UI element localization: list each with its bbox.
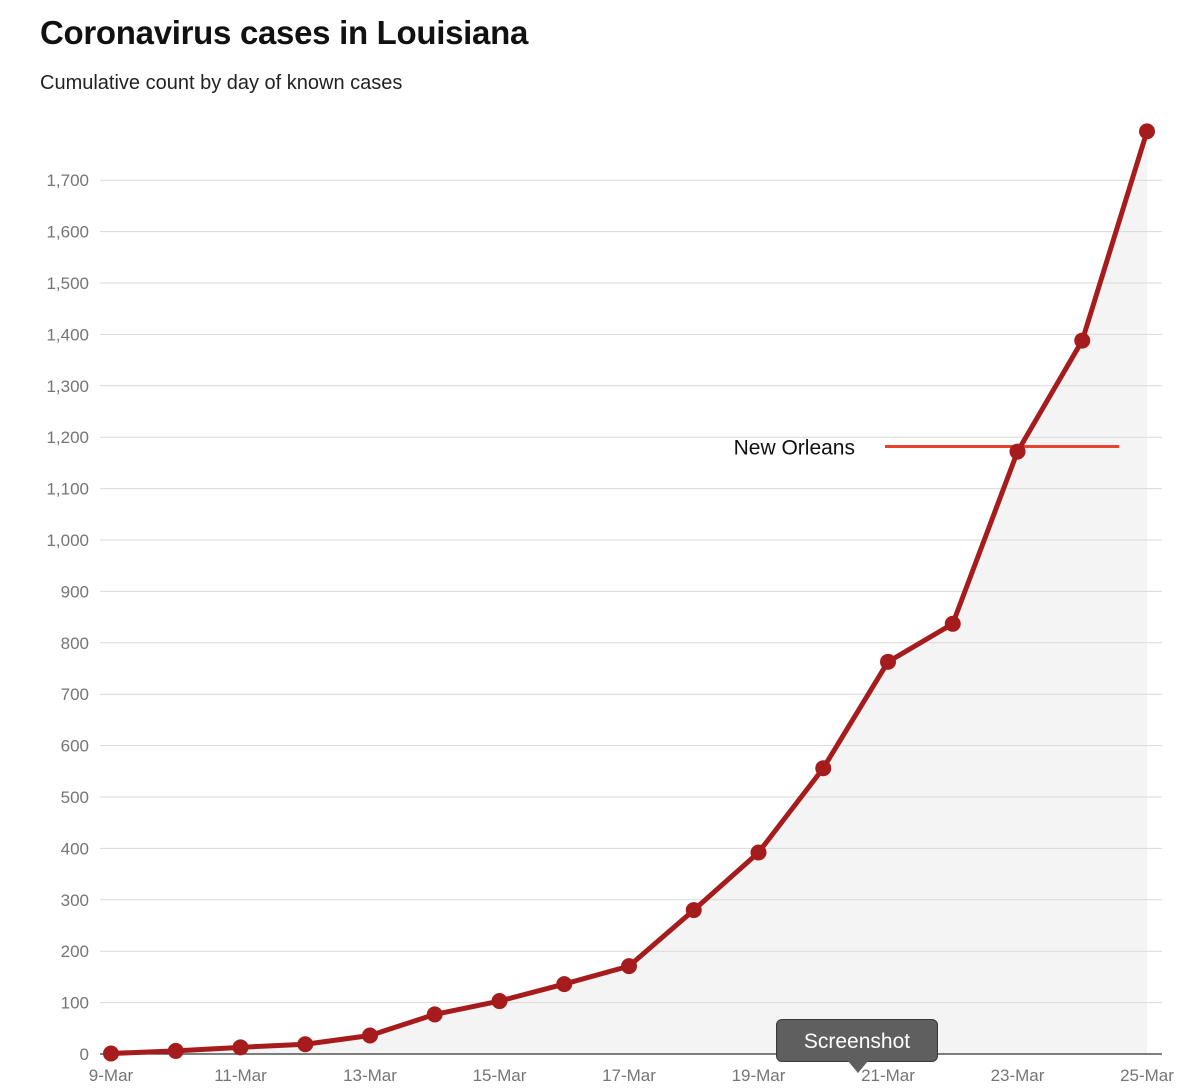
chart-title: Coronavirus cases in Louisiana [40, 14, 528, 51]
y-tick-label: 300 [61, 891, 89, 910]
data-point [815, 760, 832, 777]
y-tick-label: 600 [61, 737, 89, 756]
y-tick-label: 1,100 [46, 480, 89, 499]
data-point [297, 1036, 314, 1053]
y-tick-label: 1,300 [46, 377, 89, 396]
x-tick-label: 11-Mar [214, 1066, 267, 1085]
y-tick-label: 0 [80, 1045, 89, 1064]
x-tick-label: 25-Mar [1120, 1066, 1174, 1085]
data-point [556, 976, 573, 993]
data-point [750, 844, 767, 861]
data-point [167, 1042, 184, 1059]
area-fill [111, 131, 1147, 1054]
screenshot-tooltip: Screenshot [776, 1019, 938, 1062]
y-tick-label: 100 [61, 994, 89, 1013]
data-point [621, 958, 637, 975]
data-point [491, 993, 508, 1010]
y-tick-label: 200 [61, 942, 89, 961]
data-point [103, 1045, 119, 1062]
x-tick-label: 23-Mar [991, 1066, 1045, 1085]
chart-subtitle: Cumulative count by day of known cases [40, 72, 403, 94]
data-point [1009, 443, 1026, 460]
y-tick-label: 1,500 [46, 274, 89, 293]
data-point [685, 902, 702, 919]
data-point [362, 1027, 378, 1044]
data-point [880, 653, 896, 670]
data-point [944, 615, 961, 632]
y-tick-label: 700 [61, 685, 89, 704]
y-tick-label: 1,700 [46, 171, 89, 190]
data-point [426, 1006, 443, 1023]
y-tick-label: 900 [61, 582, 89, 601]
y-tick-label: 1,200 [46, 428, 89, 447]
y-tick-label: 1,400 [46, 325, 89, 344]
tooltip-arrow-icon [848, 1061, 868, 1073]
annotation-label: New Orleans [734, 436, 855, 459]
data-point [232, 1039, 249, 1056]
y-tick-label: 800 [61, 634, 89, 653]
x-tick-label: 9-Mar [89, 1066, 134, 1085]
y-tick-label: 1,000 [46, 531, 89, 550]
y-tick-label: 500 [61, 788, 89, 807]
y-tick-label: 400 [61, 839, 89, 858]
data-point [1139, 123, 1155, 140]
data-point [1074, 332, 1091, 349]
x-tick-label: 13-Mar [343, 1066, 397, 1085]
x-tick-label: 19-Mar [732, 1066, 786, 1085]
x-tick-label: 15-Mar [473, 1066, 527, 1085]
x-tick-label: 17-Mar [602, 1066, 656, 1085]
y-tick-label: 1,600 [46, 223, 89, 242]
x-tick-label: 21-Mar [861, 1066, 915, 1085]
